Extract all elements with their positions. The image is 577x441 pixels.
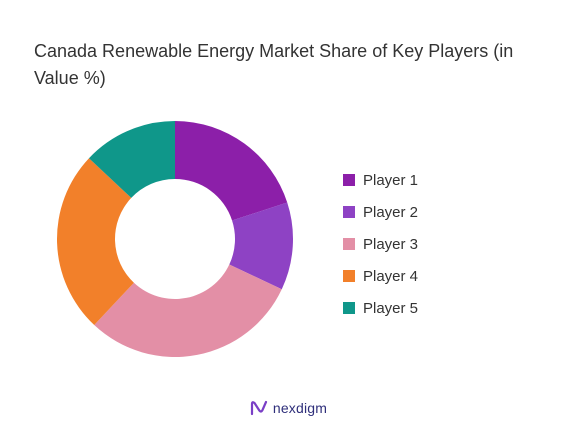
pie-slice-player-3 (94, 264, 282, 357)
pie-slice-player-4 (56, 158, 134, 326)
pie-slice-player-1 (175, 121, 288, 221)
legend-item-player-5: Player 5 (343, 292, 418, 324)
donut-chart (56, 121, 293, 357)
legend-swatch (343, 302, 355, 314)
legend-label: Player 3 (363, 235, 419, 253)
legend: Player 1 Player 2 Player 3 Player 4 Play… (343, 164, 418, 324)
brand-name: nexdigm (272, 400, 328, 416)
legend-item-player-1: Player 1 (343, 164, 418, 196)
brand-footer: nexdigm (0, 400, 577, 416)
legend-swatch (343, 206, 355, 218)
legend-swatch (343, 238, 355, 250)
legend-swatch (343, 270, 355, 282)
legend-label: Player 4 (363, 267, 419, 285)
nexdigm-logo-icon (250, 400, 267, 416)
legend-label: Player 2 (363, 203, 419, 221)
legend-swatch (343, 174, 355, 186)
legend-item-player-4: Player 4 (343, 260, 418, 292)
chart-title: Canada Renewable Energy Market Share of … (34, 41, 514, 88)
legend-item-player-3: Player 3 (343, 228, 418, 260)
legend-item-player-2: Player 2 (343, 196, 418, 228)
legend-label: Player 5 (363, 299, 419, 317)
pie-slice-player-5 (88, 121, 175, 198)
legend-label: Player 1 (363, 171, 419, 189)
pie-slice-player-2 (229, 202, 293, 290)
